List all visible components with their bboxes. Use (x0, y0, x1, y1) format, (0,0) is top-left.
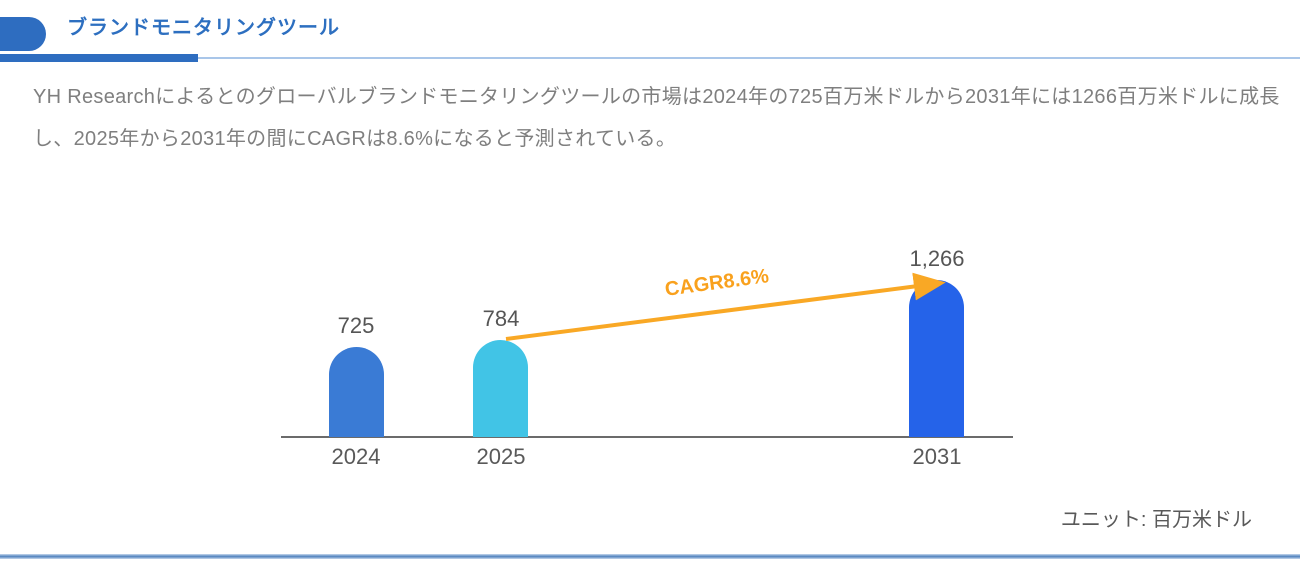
unit-label: ユニット: 百万米ドル (1060, 509, 1252, 531)
x-tick-2031: 2031 (912, 444, 962, 469)
value-label-2025: 784 (482, 306, 520, 331)
bar-2024 (329, 347, 384, 437)
header-rule-thick (0, 54, 198, 62)
header-bullet-shape (0, 17, 46, 51)
bar-2031 (909, 280, 964, 437)
x-axis-line (281, 436, 1013, 438)
x-tick-2024: 2024 (331, 444, 381, 469)
bar-2025 (473, 340, 528, 437)
x-tick-2025: 2025 (476, 444, 526, 469)
header-rule-thin (198, 57, 1300, 59)
value-label-2024: 725 (337, 313, 375, 338)
cagr-annotation: CAGR8.6% (663, 265, 771, 301)
page-title: ブランドモニタリングツール (67, 17, 340, 39)
value-label-2031: 1,266 (909, 246, 965, 271)
market-summary-text: YH Researchによるとのグローバルブランドモニタリングツールの市場は20… (33, 86, 1280, 150)
bottom-divider-line (0, 554, 1300, 559)
